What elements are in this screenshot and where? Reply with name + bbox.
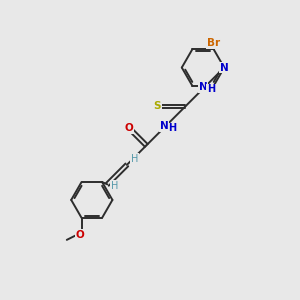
Text: O: O xyxy=(125,123,134,133)
Text: H: H xyxy=(207,84,215,94)
Text: H: H xyxy=(130,154,138,164)
Text: S: S xyxy=(154,101,161,112)
Text: O: O xyxy=(76,230,84,240)
Text: N: N xyxy=(199,82,208,92)
Text: Br: Br xyxy=(207,38,220,48)
Text: N: N xyxy=(220,63,229,73)
Text: H: H xyxy=(168,123,176,133)
Text: H: H xyxy=(111,181,118,191)
Text: N: N xyxy=(160,121,169,131)
